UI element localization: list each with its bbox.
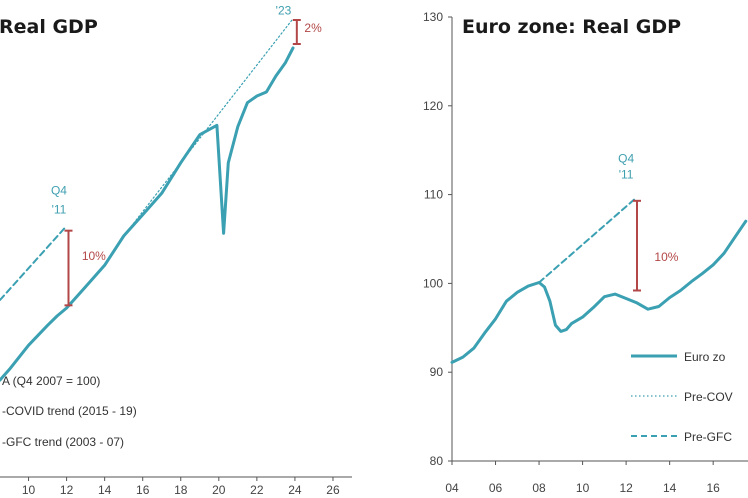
- right-y-tick-label: 80: [430, 454, 444, 468]
- annotation-3: '11: [52, 202, 67, 216]
- right-x-tick-label: 12: [619, 481, 633, 495]
- left-legend-label-3: -GFC trend (2003 - 07): [2, 435, 124, 449]
- annotation-2: Q4: [51, 184, 67, 198]
- right-marks: [450, 198, 748, 364]
- right-x-tick-label: 16: [706, 481, 720, 495]
- annotation-1: '23: [276, 4, 292, 18]
- right-chart-title: Euro zone: Real GDP: [462, 16, 681, 38]
- right-legend-label-1: Euro zo: [684, 350, 726, 364]
- right-y-ticks: 130 120 110 100 90 80: [423, 10, 452, 468]
- right-y-tick-label: 110: [424, 188, 443, 202]
- right-x-ticks: 04 06 08 10 12 14 16: [445, 461, 720, 495]
- left-legend-label-2: -COVID trend (2015 - 19): [2, 404, 137, 418]
- annotation-1: '11: [619, 168, 634, 182]
- right-x-tick-label: 10: [576, 481, 590, 495]
- annotation-4: 2%: [304, 21, 322, 35]
- left-x-tick-label: 22: [250, 483, 264, 497]
- left-x-tick-label: 24: [288, 483, 302, 497]
- right-y-tick-label: 120: [423, 99, 443, 113]
- right-x-tick-label: 14: [663, 481, 677, 495]
- right-legend: Euro zo Pre-COV Pre-GFC: [631, 350, 733, 444]
- left-chart-title: Real GDP: [0, 16, 98, 38]
- left-x-tick-label: 10: [22, 483, 36, 497]
- right-y-tick-label: 90: [430, 365, 444, 379]
- left-x-tick-label: 14: [98, 483, 112, 497]
- right-x-tick-label: 08: [532, 481, 546, 495]
- annotation-5: 10%: [82, 249, 106, 263]
- left-legend: A (Q4 2007 = 100) -COVID trend (2015 - 1…: [2, 374, 137, 449]
- right-annotations: Q4 '11 10%: [618, 152, 679, 292]
- right-y-tick-label: 130: [423, 10, 443, 24]
- series-line-dashed-2: [0, 227, 66, 301]
- right-y-tick-label: 100: [423, 276, 443, 290]
- annotation-0: Q4: [618, 152, 634, 166]
- left-legend-label-1: A (Q4 2007 = 100): [2, 374, 100, 388]
- series-line-dotted-1: [123, 18, 294, 237]
- series-line-dashed-1: [538, 198, 636, 284]
- right-legend-label-3: Pre-GFC: [684, 430, 732, 444]
- left-x-tick-label: 26: [326, 483, 340, 497]
- annotation-2: 10%: [654, 250, 678, 264]
- left-marks: [0, 18, 295, 382]
- left-x-ticks: 10 12 14 16 18 20 22 24 26: [22, 477, 340, 497]
- series-line-solid-0: [0, 46, 295, 382]
- right-x-tick-label: 04: [445, 481, 459, 495]
- left-x-tick-label: 12: [60, 483, 74, 497]
- left-x-tick-label: 16: [136, 483, 150, 497]
- left-x-tick-label: 18: [174, 483, 188, 497]
- right-legend-label-2: Pre-COV: [684, 390, 733, 404]
- left-x-tick-label: 20: [212, 483, 226, 497]
- right-x-tick-label: 06: [489, 481, 503, 495]
- series-line-solid-0: [450, 219, 748, 364]
